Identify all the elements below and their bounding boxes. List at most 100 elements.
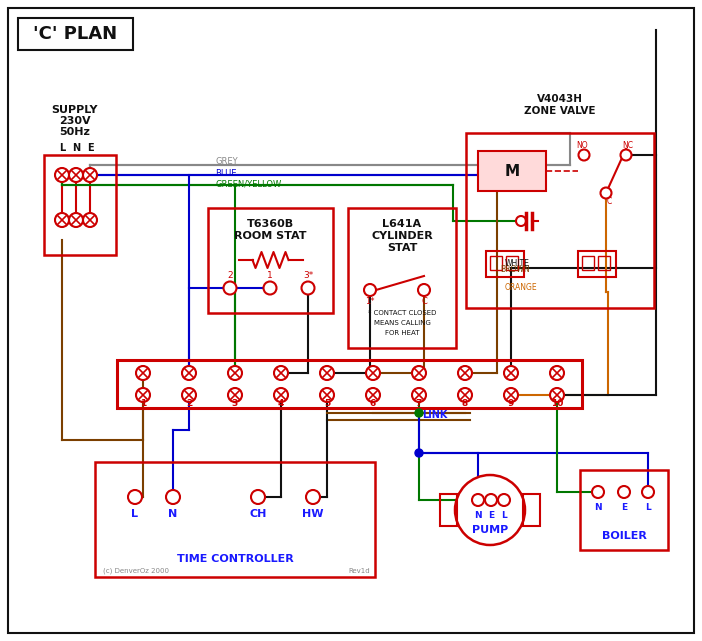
Text: MEANS CALLING: MEANS CALLING: [373, 320, 430, 326]
Circle shape: [83, 168, 97, 182]
Circle shape: [618, 486, 630, 498]
Bar: [478, 151, 546, 191]
Circle shape: [69, 168, 83, 182]
Circle shape: [458, 366, 472, 380]
Text: E: E: [86, 143, 93, 153]
Circle shape: [498, 494, 510, 506]
Circle shape: [301, 281, 314, 294]
Text: 2: 2: [227, 271, 233, 279]
Circle shape: [223, 281, 237, 294]
Text: N: N: [594, 503, 602, 513]
Bar: [582, 256, 594, 270]
Text: 7: 7: [416, 399, 422, 408]
Text: 5: 5: [324, 399, 330, 408]
Text: CYLINDER: CYLINDER: [371, 231, 433, 241]
Bar: [523, 494, 540, 526]
Circle shape: [412, 388, 426, 402]
Circle shape: [504, 366, 518, 380]
Bar: [44, 155, 116, 255]
Circle shape: [550, 366, 564, 380]
Circle shape: [458, 388, 472, 402]
Circle shape: [83, 213, 97, 227]
Bar: [440, 494, 457, 526]
Text: BLUE: BLUE: [215, 169, 237, 178]
Text: CH: CH: [249, 509, 267, 519]
Circle shape: [55, 168, 69, 182]
Text: BOILER: BOILER: [602, 531, 647, 541]
Bar: [486, 251, 524, 277]
Bar: [117, 360, 582, 408]
Circle shape: [415, 409, 423, 417]
Text: 2: 2: [186, 399, 192, 408]
Text: 10: 10: [551, 399, 563, 408]
Text: L641A: L641A: [383, 219, 422, 229]
Circle shape: [600, 188, 611, 199]
Bar: [578, 251, 616, 277]
Circle shape: [592, 486, 604, 498]
Circle shape: [415, 449, 423, 457]
Text: (c) DenverOz 2000: (c) DenverOz 2000: [103, 568, 169, 574]
Text: N: N: [474, 510, 482, 519]
Circle shape: [251, 490, 265, 504]
Circle shape: [485, 494, 497, 506]
Circle shape: [418, 284, 430, 296]
Text: 1: 1: [267, 271, 273, 279]
Text: 'C' PLAN: 'C' PLAN: [33, 25, 117, 43]
Bar: [208, 208, 333, 313]
Circle shape: [516, 216, 526, 226]
Circle shape: [55, 213, 69, 227]
Bar: [580, 470, 668, 550]
Text: * CONTACT CLOSED: * CONTACT CLOSED: [368, 310, 436, 316]
Circle shape: [364, 284, 376, 296]
Circle shape: [182, 388, 196, 402]
Circle shape: [578, 149, 590, 160]
Circle shape: [136, 388, 150, 402]
Text: C: C: [607, 197, 611, 206]
Text: 3*: 3*: [303, 271, 313, 279]
Text: 6: 6: [370, 399, 376, 408]
Text: 3: 3: [232, 399, 238, 408]
Circle shape: [455, 475, 525, 545]
Circle shape: [128, 490, 142, 504]
Text: ROOM STAT: ROOM STAT: [234, 231, 307, 241]
Bar: [466, 133, 654, 308]
Circle shape: [182, 366, 196, 380]
Text: WHITE: WHITE: [505, 260, 530, 269]
Text: L: L: [501, 510, 507, 519]
Circle shape: [621, 149, 632, 160]
Circle shape: [166, 490, 180, 504]
Text: E: E: [488, 510, 494, 519]
Text: NC: NC: [623, 142, 633, 151]
Circle shape: [274, 366, 288, 380]
Text: L: L: [131, 509, 138, 519]
Bar: [348, 208, 456, 348]
Text: L: L: [645, 503, 651, 513]
Circle shape: [642, 486, 654, 498]
Circle shape: [263, 281, 277, 294]
Text: TIME CONTROLLER: TIME CONTROLLER: [177, 554, 293, 564]
Text: 8: 8: [462, 399, 468, 408]
Circle shape: [366, 388, 380, 402]
Circle shape: [472, 494, 484, 506]
Circle shape: [136, 366, 150, 380]
Text: 9: 9: [508, 399, 514, 408]
Text: NO: NO: [576, 142, 588, 151]
Bar: [598, 256, 610, 270]
Circle shape: [550, 388, 564, 402]
Text: 50Hz: 50Hz: [60, 127, 91, 137]
Text: STAT: STAT: [387, 243, 417, 253]
Text: Rev1d: Rev1d: [348, 568, 370, 574]
Text: N: N: [72, 143, 80, 153]
Circle shape: [412, 366, 426, 380]
Circle shape: [228, 366, 242, 380]
Circle shape: [69, 213, 83, 227]
Text: 4: 4: [278, 399, 284, 408]
Text: ORANGE: ORANGE: [505, 283, 538, 292]
Text: M: M: [505, 163, 519, 178]
Text: SUPPLY: SUPPLY: [52, 105, 98, 115]
Text: 1: 1: [140, 399, 146, 408]
Text: E: E: [621, 503, 627, 513]
Text: GREEN/YELLOW: GREEN/YELLOW: [215, 179, 282, 188]
Text: 230V: 230V: [59, 116, 91, 126]
Text: L: L: [59, 143, 65, 153]
